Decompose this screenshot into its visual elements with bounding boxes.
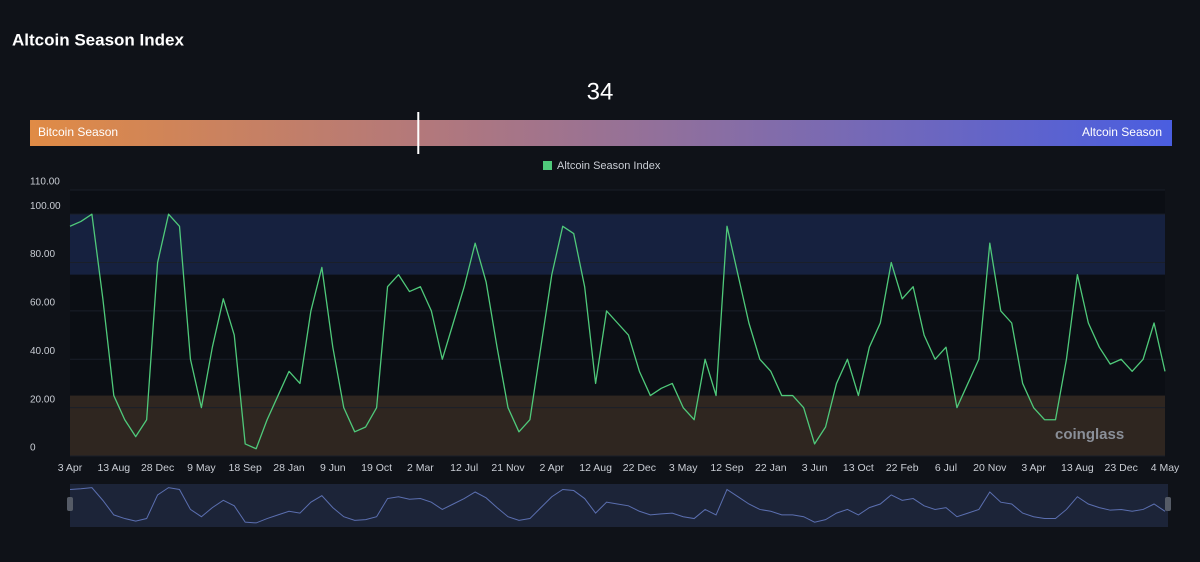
x-tick-label: 23 Dec [1105,462,1138,474]
gauge-value: 34 [587,78,614,105]
navigator-line [69,487,1166,524]
y-tick-label: 40.00 [30,346,55,357]
watermark: coinglass [1055,426,1124,443]
x-tick-label: 28 Jan [273,462,305,474]
y-tick-label: 0 [30,443,36,454]
x-tick-label: 20 Nov [973,462,1007,474]
x-tick-label: 13 Oct [843,462,874,474]
x-tick-label: 3 Jun [802,462,828,474]
x-tick-label: 12 Aug [579,462,612,474]
x-tick-label: 2 Apr [540,462,565,474]
gauge-bar [30,120,1172,146]
navigator[interactable] [70,484,1168,527]
navigator-handle[interactable] [1165,497,1171,511]
band [70,395,1165,456]
x-tick-label: 6 Jul [935,462,957,474]
x-tick-label: 12 Jul [450,462,478,474]
x-tick-label: 4 May [1151,462,1180,474]
gauge-left-label: Bitcoin Season [38,125,118,139]
chart-title: Altcoin Season Index [12,30,184,49]
x-tick-label: 12 Sep [710,462,743,474]
x-tick-label: 21 Nov [491,462,525,474]
x-tick-label: 19 Oct [361,462,392,474]
x-tick-label: 13 Aug [1061,462,1094,474]
x-tick-label: 28 Dec [141,462,174,474]
y-tick-label: 110.00 [30,177,60,188]
series-line [69,213,1166,450]
x-tick-label: 22 Jan [755,462,787,474]
x-tick-label: 9 May [187,462,216,474]
y-tick-label: 80.00 [30,249,55,260]
y-tick-label: 20.00 [30,394,55,405]
navigator-handle[interactable] [67,497,73,511]
x-tick-label: 3 Apr [1021,462,1046,474]
x-tick-label: 13 Aug [97,462,130,474]
x-tick-label: 18 Sep [229,462,262,474]
gauge-right-label: Altcoin Season [1082,125,1162,139]
band [70,214,1165,275]
x-tick-label: 22 Dec [623,462,656,474]
legend-swatch [543,161,552,170]
x-tick-label: 3 Apr [58,462,83,474]
x-tick-label: 22 Feb [886,462,919,474]
x-tick-label: 3 May [669,462,698,474]
y-tick-label: 60.00 [30,298,55,309]
y-tick-label: 100.00 [30,201,61,212]
x-tick-label: 9 Jun [320,462,346,474]
legend-label: Altcoin Season Index [557,160,661,172]
x-tick-label: 2 Mar [407,462,434,474]
